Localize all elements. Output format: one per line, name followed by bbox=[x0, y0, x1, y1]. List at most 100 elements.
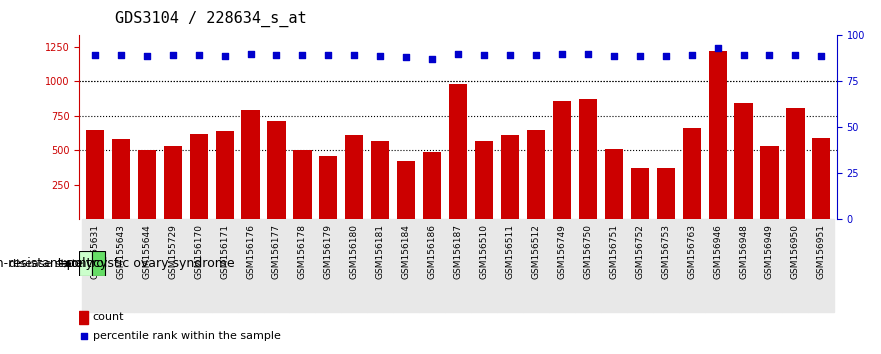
Bar bbox=[705, 219, 730, 312]
Bar bbox=[735, 103, 752, 219]
FancyBboxPatch shape bbox=[79, 251, 92, 276]
Point bbox=[426, 56, 440, 62]
Point bbox=[814, 53, 828, 59]
Bar bbox=[371, 141, 389, 219]
Bar bbox=[112, 139, 130, 219]
Point bbox=[347, 52, 361, 58]
Text: percentile rank within the sample: percentile rank within the sample bbox=[93, 331, 280, 341]
Bar bbox=[626, 219, 653, 312]
Bar bbox=[268, 121, 285, 219]
Bar bbox=[319, 156, 337, 219]
Point bbox=[503, 125, 517, 130]
Point bbox=[114, 52, 128, 58]
Bar bbox=[445, 219, 471, 312]
Bar bbox=[501, 135, 519, 219]
Bar bbox=[475, 141, 493, 219]
Bar bbox=[241, 110, 260, 219]
Point bbox=[166, 52, 180, 58]
Bar bbox=[238, 219, 263, 312]
Bar bbox=[757, 219, 782, 312]
Point bbox=[191, 52, 205, 58]
Bar bbox=[79, 311, 88, 324]
Bar bbox=[345, 135, 363, 219]
Point bbox=[218, 53, 232, 59]
Point bbox=[270, 52, 284, 58]
Bar bbox=[216, 131, 233, 219]
Point bbox=[659, 53, 673, 59]
Bar bbox=[419, 219, 445, 312]
Text: count: count bbox=[93, 312, 124, 322]
Point bbox=[374, 53, 388, 59]
Bar bbox=[809, 219, 834, 312]
Bar bbox=[523, 219, 549, 312]
Bar bbox=[760, 146, 779, 219]
Point bbox=[218, 125, 232, 130]
Bar bbox=[107, 219, 134, 312]
Bar bbox=[471, 219, 497, 312]
Bar bbox=[449, 84, 467, 219]
FancyBboxPatch shape bbox=[92, 251, 106, 276]
Point bbox=[555, 125, 569, 130]
Point bbox=[191, 125, 205, 130]
Bar bbox=[601, 219, 626, 312]
Point bbox=[529, 52, 543, 58]
Point bbox=[607, 53, 621, 59]
Point bbox=[243, 52, 257, 57]
Point bbox=[270, 125, 284, 130]
Bar bbox=[656, 169, 675, 219]
Bar bbox=[708, 51, 727, 219]
Bar bbox=[189, 134, 208, 219]
Text: insulin-resistant polycystic ovary syndrome: insulin-resistant polycystic ovary syndr… bbox=[0, 257, 234, 270]
Point bbox=[788, 52, 803, 58]
Point bbox=[88, 125, 102, 130]
Bar bbox=[134, 219, 159, 312]
Bar bbox=[186, 219, 211, 312]
Bar bbox=[137, 150, 156, 219]
Bar bbox=[730, 219, 757, 312]
Point bbox=[685, 125, 699, 130]
Point bbox=[814, 125, 828, 130]
Bar bbox=[82, 219, 107, 312]
Bar bbox=[263, 219, 290, 312]
Point bbox=[581, 125, 595, 130]
Point bbox=[633, 53, 647, 59]
Point bbox=[140, 53, 154, 59]
Point bbox=[451, 125, 465, 130]
Bar bbox=[604, 149, 623, 219]
Bar bbox=[579, 99, 597, 219]
Bar bbox=[315, 219, 341, 312]
Bar bbox=[164, 146, 181, 219]
Point bbox=[374, 125, 388, 130]
Point bbox=[477, 52, 491, 58]
Point bbox=[529, 125, 543, 130]
Text: GDS3104 / 228634_s_at: GDS3104 / 228634_s_at bbox=[115, 11, 307, 27]
Point bbox=[581, 52, 595, 57]
Bar bbox=[423, 152, 441, 219]
Bar bbox=[211, 219, 238, 312]
Bar bbox=[552, 101, 571, 219]
Bar bbox=[527, 130, 545, 219]
Point bbox=[399, 55, 413, 60]
Point bbox=[88, 52, 102, 58]
Point bbox=[685, 52, 699, 58]
Bar bbox=[393, 219, 419, 312]
Bar bbox=[397, 161, 415, 219]
Point bbox=[322, 125, 336, 130]
Point bbox=[399, 125, 413, 130]
Point bbox=[762, 125, 776, 130]
Bar bbox=[575, 219, 601, 312]
Point bbox=[711, 45, 725, 51]
Point bbox=[451, 52, 465, 57]
Point bbox=[166, 125, 180, 130]
Bar bbox=[290, 219, 315, 312]
Point bbox=[737, 125, 751, 130]
Bar bbox=[631, 169, 648, 219]
Point bbox=[477, 125, 491, 130]
Point bbox=[347, 125, 361, 130]
Bar bbox=[782, 219, 809, 312]
Point bbox=[332, 226, 346, 232]
Point bbox=[140, 125, 154, 130]
Text: control: control bbox=[64, 257, 107, 270]
Point bbox=[555, 52, 569, 57]
Point bbox=[762, 52, 776, 58]
